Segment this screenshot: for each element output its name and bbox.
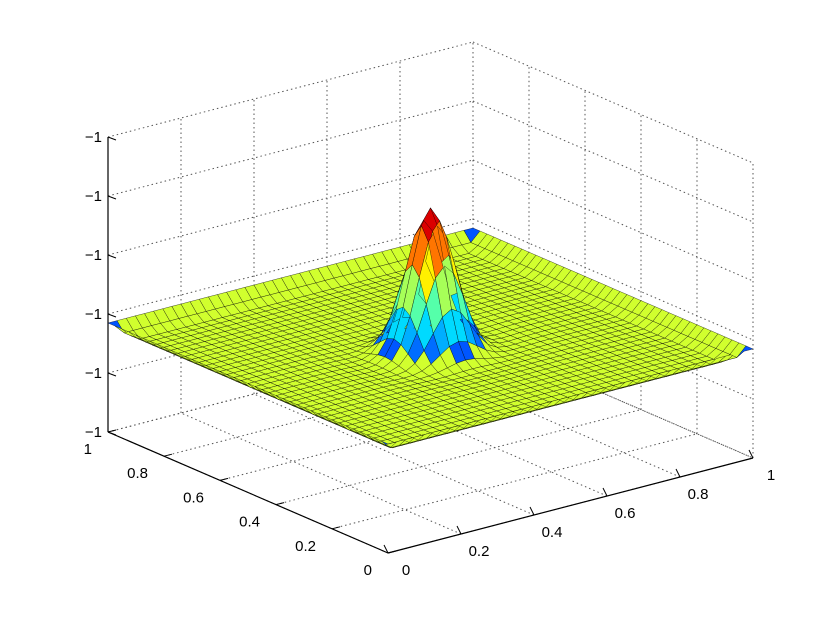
- side-wall-grid-horizontal: [472, 100, 754, 223]
- z-tick-label: −1: [85, 306, 102, 323]
- z-tick-label: −1: [85, 365, 102, 382]
- x-tick-label: 0.2: [469, 543, 490, 560]
- z-tick-mark: [107, 136, 117, 141]
- x-tick-mark: [675, 468, 681, 478]
- floor-grid-line-x: [326, 374, 608, 497]
- z-tick-label: −1: [85, 424, 102, 441]
- x-tick-label: 0.6: [615, 505, 636, 522]
- z-tick-mark: [107, 254, 117, 259]
- x-tick-label: 1: [767, 467, 775, 484]
- x-tick-label: 0.8: [688, 486, 709, 503]
- y-tick-mark: [387, 550, 397, 554]
- x-axis-line: [387, 457, 754, 554]
- y-tick-mark: [331, 526, 341, 530]
- x-tick-mark: [748, 449, 754, 459]
- y-tick-mark: [163, 453, 173, 457]
- floor-grid-line-y: [331, 433, 698, 530]
- x-tick-mark: [529, 506, 535, 516]
- back-wall-grid-horizontal: [107, 100, 474, 197]
- floor-grid-line-x: [472, 336, 754, 459]
- z-tick-label: −1: [85, 188, 102, 205]
- x-tick-label: 0: [402, 562, 410, 579]
- back-wall-grid-horizontal: [107, 41, 474, 138]
- y-tick-label: 0.4: [239, 514, 260, 531]
- axes: [107, 136, 754, 554]
- y-tick-label: 1: [84, 441, 92, 458]
- z-tick-label: −1: [85, 247, 102, 264]
- x-tick-mark: [383, 544, 389, 554]
- y-tick-label: 0.2: [295, 538, 316, 555]
- y-tick-label: 0.6: [183, 489, 204, 506]
- floor-grid-line-x: [399, 355, 681, 478]
- z-tick-label: −1: [85, 129, 102, 146]
- z-tick-mark: [107, 431, 117, 436]
- y-tick-mark: [107, 429, 117, 433]
- side-wall-grid-horizontal: [472, 218, 754, 341]
- side-wall-grid-horizontal: [472, 159, 754, 282]
- x-tick-label: 0.4: [542, 524, 563, 541]
- floor-grid-line-x: [253, 393, 535, 516]
- x-tick-mark: [602, 487, 608, 497]
- z-tick-mark: [107, 372, 117, 377]
- y-tick-label: 0: [364, 562, 372, 579]
- surface-facet: [736, 345, 754, 358]
- y-axis-line: [107, 431, 389, 554]
- surface-mesh: [107, 207, 754, 448]
- y-tick-label: 0.8: [127, 465, 148, 482]
- floor-grid-line-x: [180, 412, 462, 535]
- z-tick-mark: [107, 195, 117, 200]
- y-tick-mark: [219, 477, 229, 481]
- side-wall-grid-horizontal: [472, 41, 754, 164]
- z-tick-mark: [107, 313, 117, 318]
- y-tick-mark: [275, 502, 285, 506]
- x-tick-mark: [456, 525, 462, 535]
